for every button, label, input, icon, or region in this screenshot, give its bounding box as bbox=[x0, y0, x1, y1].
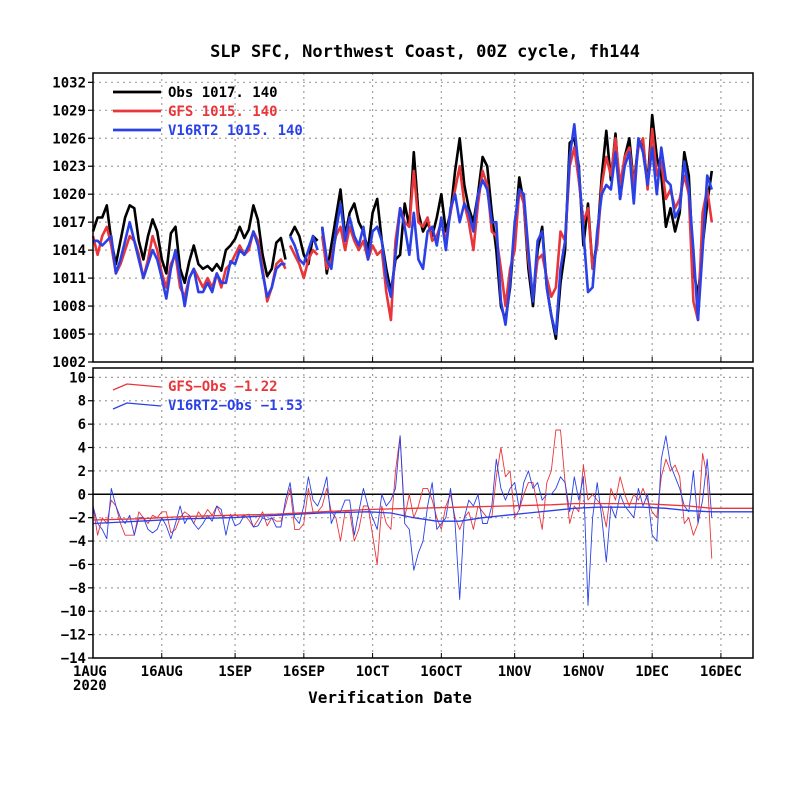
x-tick-label: 1NOV bbox=[498, 664, 532, 680]
series-line-gfs-obs-running-mean bbox=[92, 502, 753, 521]
y-tick-label: 1005 bbox=[52, 327, 86, 343]
x-tick-label: 16OCT bbox=[420, 664, 462, 680]
chart-title: SLP SFC, Northwest Coast, 00Z cycle, fh1… bbox=[210, 42, 640, 62]
y-tick-label: 1020 bbox=[52, 187, 86, 203]
y-tick-label: 1008 bbox=[52, 299, 86, 315]
y-tick-label: 8 bbox=[78, 394, 86, 410]
legend-label: GFS 1015. 140 bbox=[168, 104, 278, 120]
series-line-v16rt2 bbox=[93, 123, 714, 336]
y-tick-label: −2 bbox=[69, 511, 86, 527]
y-tick-label: −8 bbox=[69, 581, 86, 597]
bottom-panel: −14 −12 −10 −8 −6 −4 −2 0 2 4 6 8 10 GFS−Obs −1.22 V1… bbox=[61, 367, 754, 667]
legend-label: GFS−Obs −1.22 bbox=[168, 379, 278, 395]
series-line-v16rt2-obs bbox=[92, 435, 713, 606]
y-tick-label: 4 bbox=[78, 441, 86, 457]
bottom-panel-frame bbox=[92, 367, 754, 659]
bottom-y-tick-labels: −14 −12 −10 −8 −6 −4 −2 0 2 4 6 8 10 bbox=[61, 370, 93, 667]
top-series-lines bbox=[91, 113, 714, 340]
top-panel-frame bbox=[92, 72, 754, 363]
y-tick-label: 1002 bbox=[52, 355, 86, 371]
x-tick-label: 1AUG bbox=[73, 664, 107, 680]
legend-swatch bbox=[112, 383, 162, 391]
y-tick-label: 1017 bbox=[52, 215, 86, 231]
y-tick-label: 0 bbox=[78, 487, 86, 503]
x-tick-label: 16DEC bbox=[700, 664, 742, 680]
y-tick-label: −14 bbox=[61, 651, 86, 667]
y-tick-label: 10 bbox=[69, 370, 86, 386]
top-panel: 1002 1005 1008 1011 1014 1017 1020 1023 1026 1029… bbox=[52, 72, 754, 371]
y-tick-label: 2 bbox=[78, 464, 86, 480]
legend-label: V16RT2−Obs −1.53 bbox=[168, 398, 303, 414]
x-tick-label: 1OCT bbox=[356, 664, 390, 680]
y-tick-label: 6 bbox=[78, 417, 86, 433]
x-tick-label: 1DEC bbox=[635, 664, 669, 680]
x-tick-label: 16AUG bbox=[141, 664, 183, 680]
legend-label: Obs 1017. 140 bbox=[168, 85, 278, 101]
top-legend: Obs 1017. 140 GFS 1015. 140 V16RT2 1015. 1… bbox=[113, 85, 303, 139]
y-tick-label: 1029 bbox=[52, 103, 86, 119]
x-axis-label: Verification Date bbox=[308, 688, 472, 707]
y-tick-label: 1026 bbox=[52, 131, 86, 147]
x-tick-label: 16NOV bbox=[562, 664, 605, 680]
x-tick-year-label: 2020 bbox=[73, 678, 107, 694]
legend-swatch bbox=[112, 402, 162, 410]
y-tick-label: −4 bbox=[69, 534, 86, 550]
x-tick-label: 1SEP bbox=[218, 664, 252, 680]
y-tick-label: −10 bbox=[61, 604, 86, 620]
top-y-tick-labels: 1002 1005 1008 1011 1014 1017 1020 1023 1026 1029… bbox=[52, 75, 93, 371]
y-tick-label: 1014 bbox=[52, 243, 86, 259]
y-tick-label: 1011 bbox=[52, 271, 86, 287]
bottom-series-lines bbox=[92, 429, 753, 606]
y-tick-label: 1032 bbox=[52, 75, 86, 91]
series-line-v16rt2-obs-running-mean bbox=[92, 506, 753, 525]
bottom-legend: GFS−Obs −1.22 V16RT2−Obs −1.53 bbox=[112, 379, 303, 414]
y-tick-label: −12 bbox=[61, 628, 86, 644]
y-tick-label: −6 bbox=[69, 557, 86, 573]
series-line-gfs-obs bbox=[92, 429, 713, 565]
y-tick-label: 1023 bbox=[52, 159, 86, 175]
x-tick-label: 16SEP bbox=[283, 664, 325, 680]
legend-label: V16RT2 1015. 140 bbox=[168, 123, 303, 139]
